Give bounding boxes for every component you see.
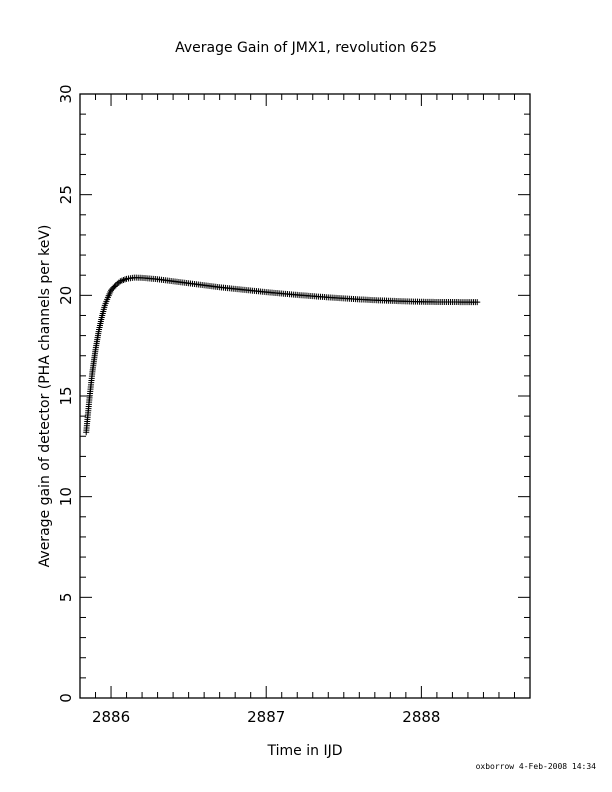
x-tick-label: 2886 xyxy=(92,708,130,726)
y-tick-label: 30 xyxy=(57,84,75,103)
data-points xyxy=(83,274,481,436)
x-axis-label: Time in IJD xyxy=(267,743,343,759)
y-axis-label: Average gain of detector (PHA channels p… xyxy=(37,225,53,568)
data-point xyxy=(111,283,118,290)
y-tick-label: 25 xyxy=(57,185,75,204)
y-tick-label: 0 xyxy=(57,693,75,703)
x-tick-label: 2887 xyxy=(247,708,285,726)
axis-ticks xyxy=(79,93,531,699)
data-point xyxy=(114,280,121,287)
axis-tick-labels: 0 5 10 15 20 25 30 2886 2887 2888 xyxy=(57,84,440,726)
plot-footer: oxborrow 4-Feb-2008 14:34 xyxy=(475,762,596,771)
y-tick-label: 20 xyxy=(57,286,75,305)
data-point xyxy=(474,299,481,306)
y-tick-label: 5 xyxy=(57,593,75,603)
x-tick-label: 2888 xyxy=(402,708,440,726)
chart-title: Average Gain of JMX1, revolution 625 xyxy=(175,40,437,56)
plot-frame xyxy=(79,93,531,699)
y-tick-label: 10 xyxy=(57,487,75,506)
y-tick-label: 15 xyxy=(57,386,75,405)
